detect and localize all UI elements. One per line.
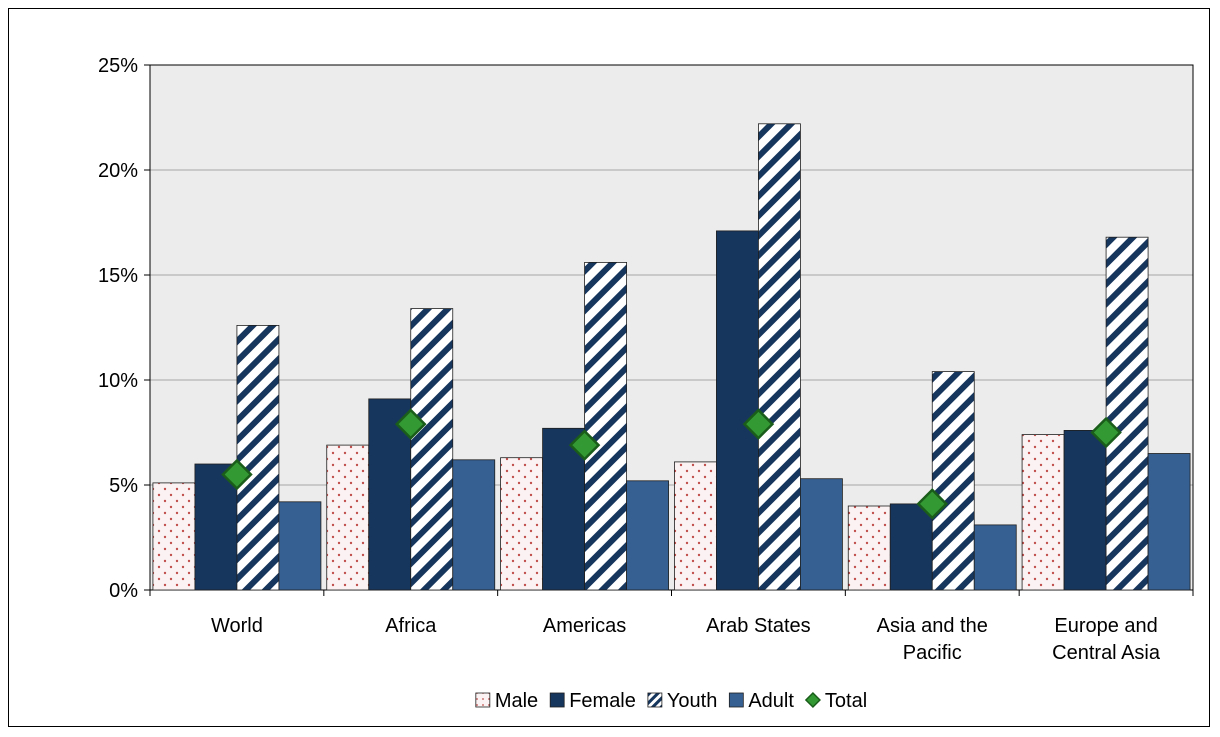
legend-label-female: Female xyxy=(569,690,636,712)
x-tick-label-line: Arab States xyxy=(706,615,811,637)
marker-total xyxy=(742,408,775,440)
x-tick-label-line: Pacific xyxy=(903,642,962,664)
x-tick-label-line: Central Asia xyxy=(1052,642,1161,664)
x-tick-label: Asia and the Pacific xyxy=(877,615,988,664)
bar-female xyxy=(716,230,759,591)
bar-youth xyxy=(931,371,975,591)
marker-total xyxy=(221,458,253,491)
legend-swatch-male xyxy=(475,692,491,708)
bar-male xyxy=(152,482,196,591)
legend-label-adult: Adult xyxy=(748,690,794,712)
x-tick-label-line: Americas xyxy=(543,615,626,637)
bar-male xyxy=(847,505,891,591)
bar-female xyxy=(1063,429,1107,591)
y-tick-label: 0% xyxy=(109,580,138,602)
legend-swatch-youth xyxy=(647,692,663,708)
marker-total xyxy=(916,488,949,520)
legend-label-male: Male xyxy=(495,690,538,712)
bar-youth xyxy=(236,324,280,591)
marker-total xyxy=(394,408,427,440)
bar-female xyxy=(542,427,585,591)
y-tick-label: 25% xyxy=(98,55,138,77)
bar-youth xyxy=(410,308,454,591)
bar-adult xyxy=(973,524,1017,591)
bar-female xyxy=(889,503,933,591)
x-tick-label: World xyxy=(211,615,263,637)
plot-background xyxy=(150,65,1193,590)
x-tick-label: Europe and Central Asia xyxy=(1052,615,1161,664)
bar-male xyxy=(1021,434,1065,591)
x-tick-label-line: Europe and xyxy=(1054,615,1157,637)
bar-youth xyxy=(1105,236,1149,591)
plot-area: 0% 5% 10% 15% 20% 25% World Africa Americas Arab … xyxy=(98,55,1194,664)
legend-label-youth: Youth xyxy=(667,690,717,712)
legend-swatch-total xyxy=(804,691,821,709)
legend-swatch-female xyxy=(549,692,565,708)
x-tick-label-line: World xyxy=(211,615,263,637)
legend-swatch-adult xyxy=(728,692,744,708)
y-tick-label: 20% xyxy=(98,160,138,182)
bar-female xyxy=(194,463,238,591)
marker-total xyxy=(1090,416,1122,449)
x-tick-label-line: Africa xyxy=(385,615,437,637)
y-tick-label: 15% xyxy=(98,265,138,287)
marker-total xyxy=(568,429,601,461)
bar-adult xyxy=(452,459,496,591)
y-tick-label: 10% xyxy=(98,370,138,392)
bar-male xyxy=(674,461,717,591)
x-tick-label: Arab States xyxy=(706,615,811,637)
bar-youth xyxy=(758,123,801,591)
bar-adult xyxy=(1147,453,1191,591)
bar-adult xyxy=(800,478,843,591)
bar-adult xyxy=(626,480,669,591)
legend-label-total: Total xyxy=(825,690,867,712)
x-tick-label-line: Asia and the xyxy=(877,615,988,637)
bar-youth xyxy=(584,261,627,591)
bar-male xyxy=(326,444,370,591)
y-tick-label: 5% xyxy=(109,475,138,497)
legend: Male Female Youth Adult Total xyxy=(475,690,867,712)
x-tick-label: Africa xyxy=(385,615,437,637)
bar-adult xyxy=(278,501,322,591)
x-tick-label: Americas xyxy=(543,615,626,637)
bar-male xyxy=(500,457,543,591)
